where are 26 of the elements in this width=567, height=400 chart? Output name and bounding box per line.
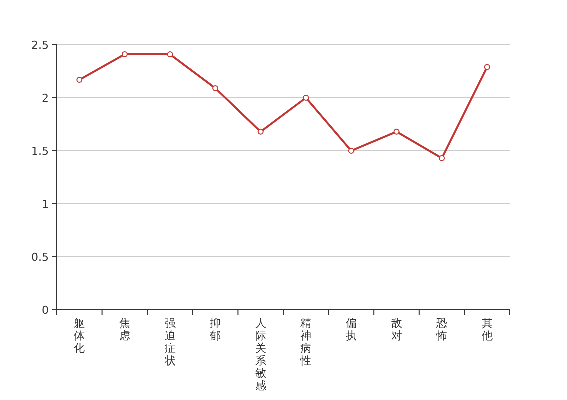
y-tick-label: 2	[42, 92, 49, 105]
y-tick-label: 2.5	[32, 39, 49, 52]
y-tick-label: 0	[42, 304, 49, 317]
point	[348, 148, 354, 154]
y-tick-label: 1.5	[32, 145, 49, 158]
x-tick-label: 躯体化	[74, 317, 86, 355]
point	[484, 64, 490, 70]
point	[122, 52, 128, 58]
point	[212, 85, 219, 92]
x-tick-label: 强迫症状	[164, 317, 176, 368]
x-tick-label: 抑郁	[210, 317, 222, 342]
point	[439, 155, 446, 162]
x-tick-label: 其他	[482, 317, 493, 342]
point	[303, 95, 310, 101]
x-tick-label: 人际关系敏感	[255, 317, 266, 392]
y-tick-label: 0.5	[32, 251, 49, 264]
point	[167, 52, 174, 58]
point	[76, 76, 83, 83]
x-tick-label: 精神病性	[300, 317, 312, 368]
x-tick-label: 恐怖	[436, 317, 448, 342]
x-tick-label: 偏执	[346, 317, 357, 342]
y-tick-label: 1	[42, 198, 49, 211]
x-tick-label: 敌对	[391, 317, 402, 342]
point	[394, 128, 400, 135]
point	[258, 128, 264, 135]
x-tick-label: 焦虑	[119, 317, 130, 342]
